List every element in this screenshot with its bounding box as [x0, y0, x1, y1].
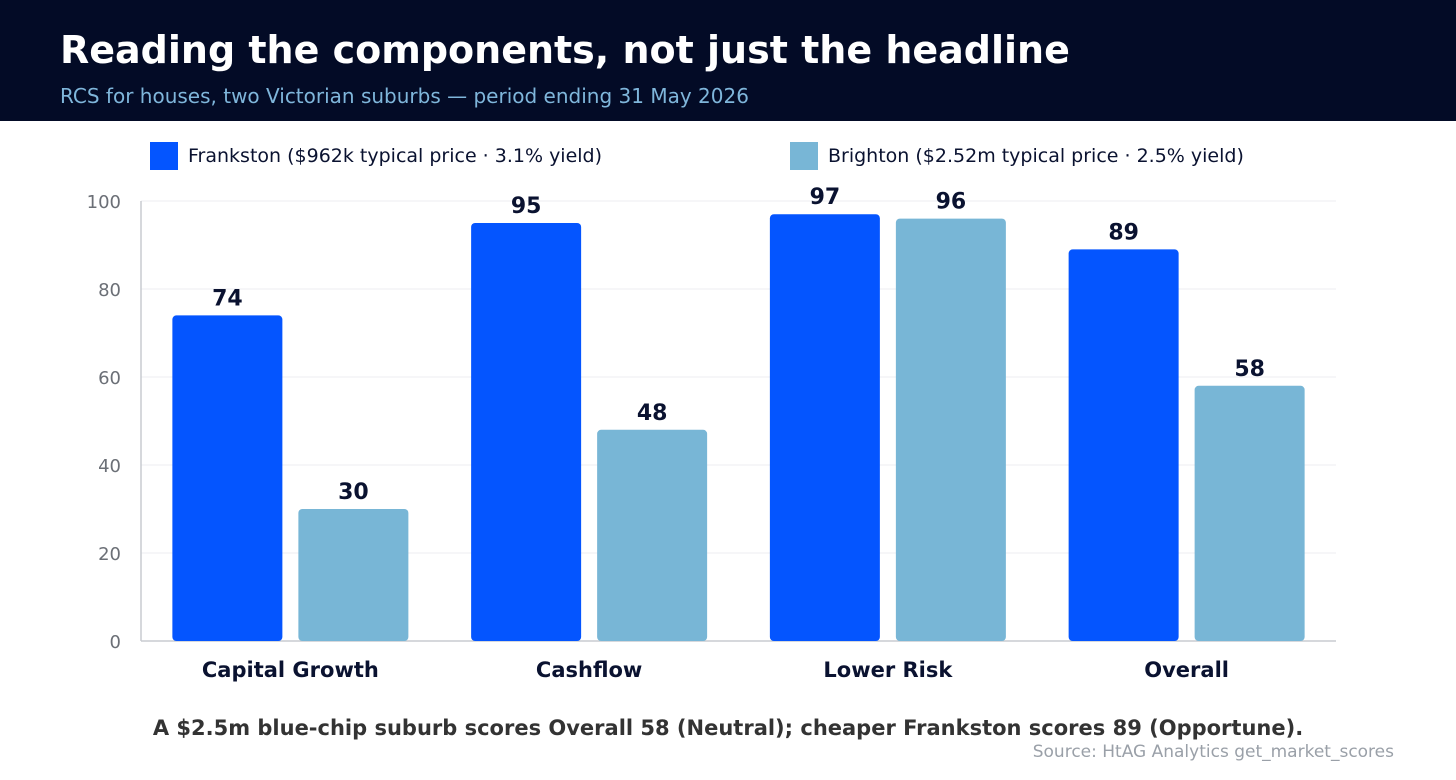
header-banner: Reading the components, not just the hea…	[0, 0, 1456, 121]
legend-item-frankston: Frankston ($962k typical price · 3.1% yi…	[150, 142, 602, 170]
source-note: Source: HtAG Analytics get_market_scores	[1032, 742, 1394, 762]
bar-frankston	[471, 223, 582, 641]
bar-brighton	[298, 509, 409, 641]
data-label: 89	[1108, 220, 1139, 245]
bar-brighton	[1194, 385, 1305, 641]
legend-swatch-brighton	[790, 142, 818, 170]
chart-caption: A $2.5m blue-chip suburb scores Overall …	[152, 716, 1304, 740]
y-tick-label: 80	[98, 280, 121, 301]
x-tick-label: Lower Risk	[823, 658, 953, 682]
bar-frankston	[172, 315, 283, 641]
data-label: 95	[511, 194, 542, 219]
y-tick-label: 0	[110, 632, 121, 653]
data-label: 48	[637, 401, 668, 426]
chart-title: Reading the components, not just the hea…	[60, 28, 1070, 72]
data-label: 96	[936, 190, 967, 215]
legend-swatch-frankston	[150, 142, 178, 170]
x-tick-label: Overall	[1144, 658, 1229, 682]
bar-brighton	[597, 429, 708, 641]
legend-item-brighton: Brighton ($2.52m typical price · 2.5% yi…	[790, 142, 1244, 170]
data-label: 58	[1234, 357, 1265, 382]
data-label: 74	[212, 286, 243, 311]
y-tick-label: 40	[98, 456, 121, 477]
data-label: 97	[810, 185, 841, 210]
x-tick-label: Capital Growth	[202, 658, 379, 682]
y-tick-label: 20	[98, 544, 121, 565]
bar-brighton	[895, 218, 1006, 641]
bar-frankston	[769, 214, 880, 641]
chart-subtitle: RCS for houses, two Victorian suburbs — …	[60, 84, 749, 108]
y-tick-label: 100	[87, 192, 121, 213]
legend-label-brighton: Brighton ($2.52m typical price · 2.5% yi…	[828, 145, 1244, 167]
y-tick-label: 60	[98, 368, 121, 389]
legend-label-frankston: Frankston ($962k typical price · 3.1% yi…	[188, 145, 603, 167]
bar-frankston	[1068, 249, 1179, 641]
data-label: 30	[338, 480, 369, 505]
x-tick-label: Cashflow	[536, 658, 642, 682]
